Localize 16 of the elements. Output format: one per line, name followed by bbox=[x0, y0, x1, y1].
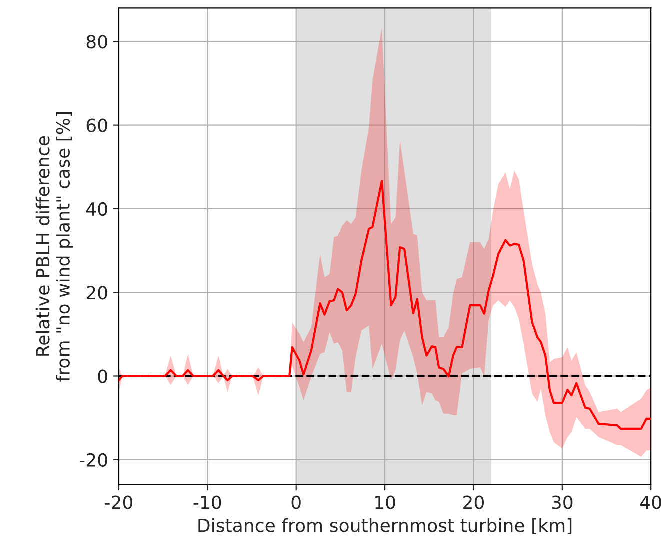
line-series bbox=[118, 180, 652, 430]
y-tick-label: 60 bbox=[86, 118, 108, 132]
x-tick-label: 20 bbox=[464, 496, 484, 510]
y-tick-label: 40 bbox=[86, 202, 108, 216]
y-tick-label: 20 bbox=[86, 286, 108, 300]
y-tick-label: 0 bbox=[98, 370, 108, 384]
y-tick-label: 80 bbox=[86, 35, 108, 49]
x-tick-label: -10 bbox=[194, 496, 222, 510]
x-tick-label: 40 bbox=[640, 496, 661, 510]
x-axis-title: Distance from southernmost turbine [km] bbox=[198, 518, 572, 535]
y-tick-label: -20 bbox=[80, 453, 108, 468]
x-tick-label: 30 bbox=[552, 496, 573, 510]
x-tick-label: 10 bbox=[376, 496, 396, 510]
y-axis-title: Relative PBLH difference from "no wind plant" case [%] bbox=[36, 112, 74, 382]
x-tick-label: -20 bbox=[105, 496, 133, 510]
x-tick-label: 0 bbox=[292, 496, 301, 510]
